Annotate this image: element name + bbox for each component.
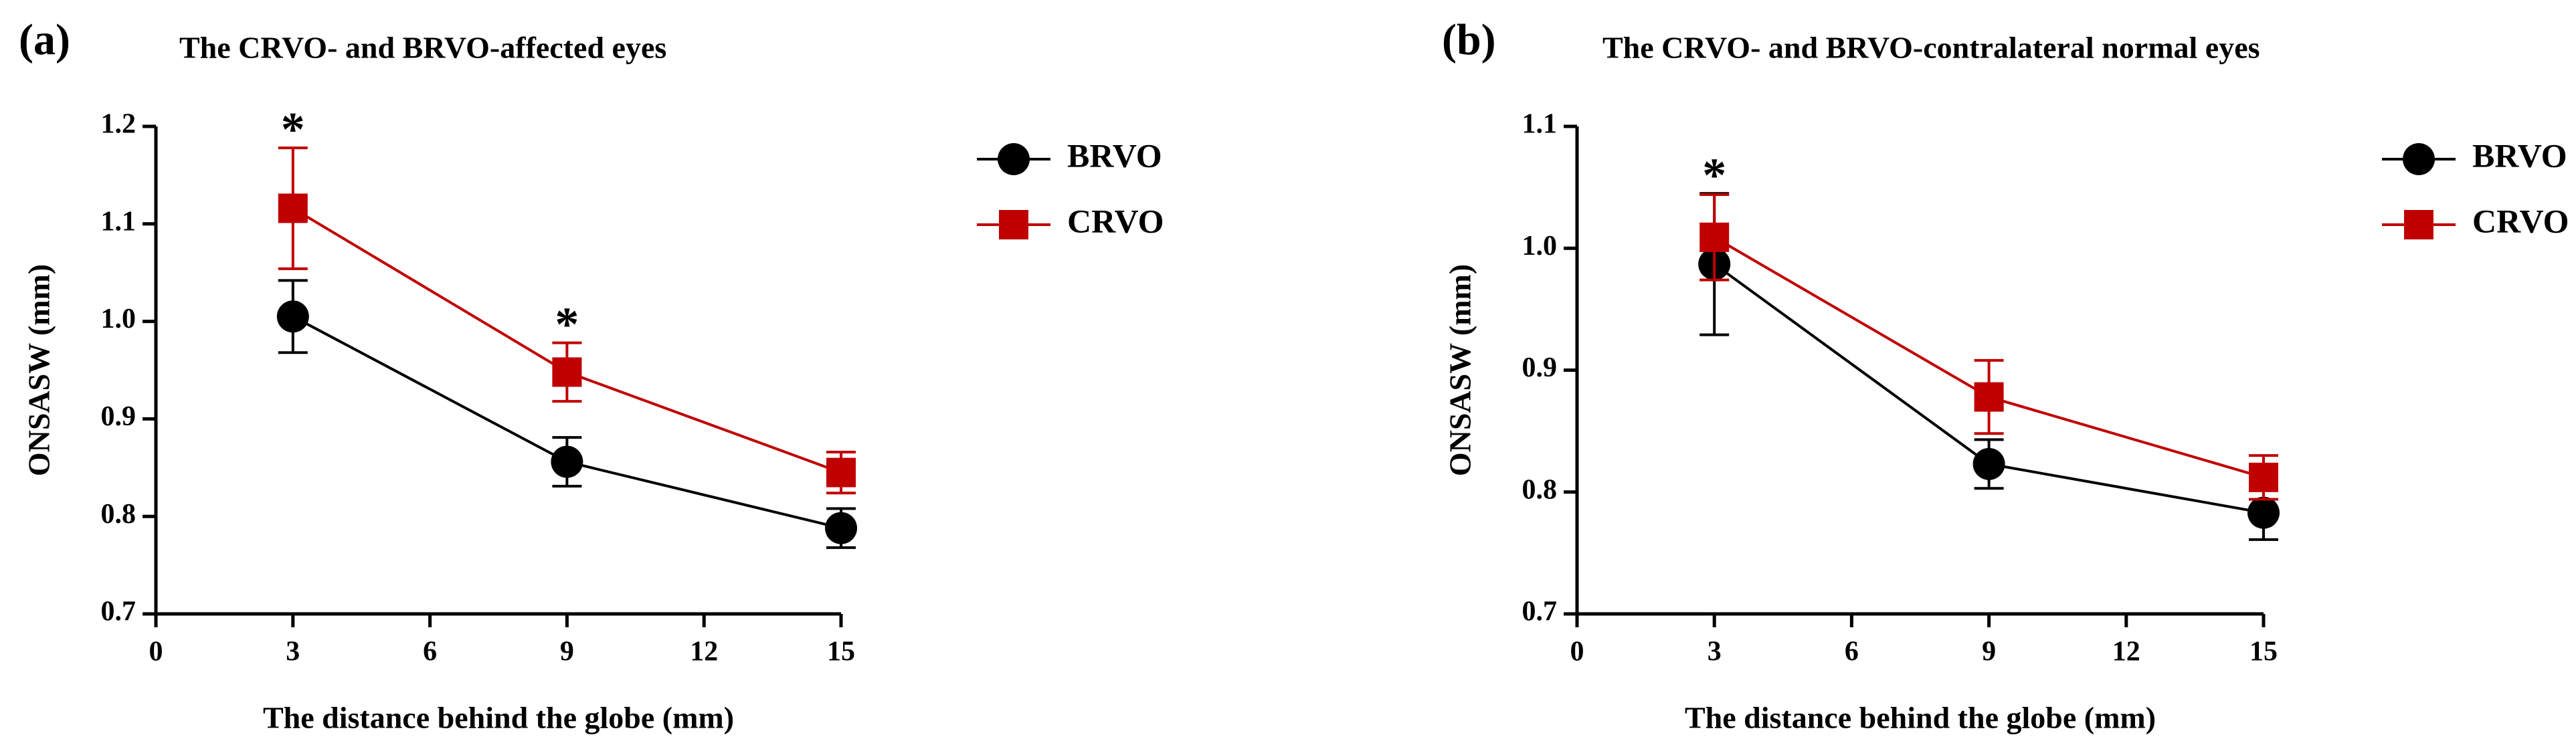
x-tick-label: 9 bbox=[1982, 637, 1996, 667]
panel-label: (a) bbox=[19, 15, 70, 64]
y-tick-label: 0.9 bbox=[1522, 352, 1558, 383]
marker bbox=[825, 512, 857, 544]
legend-label: CRVO bbox=[2472, 202, 2569, 239]
significance-mark: * bbox=[555, 298, 579, 351]
legend-marker bbox=[2404, 210, 2433, 239]
x-axis-label: The distance behind the globe (mm) bbox=[1685, 701, 2156, 735]
x-tick-label: 6 bbox=[423, 637, 437, 667]
marker bbox=[278, 193, 308, 223]
x-tick-label: 3 bbox=[1708, 637, 1722, 667]
significance-mark: * bbox=[1702, 148, 1726, 202]
chart-title: The CRVO- and BRVO-affected eyes bbox=[179, 31, 666, 65]
y-tick-label: 0.8 bbox=[1522, 474, 1558, 505]
marker bbox=[826, 457, 856, 488]
y-axis-label: ONSASW (mm) bbox=[1443, 264, 1477, 476]
y-tick-label: 0.8 bbox=[101, 499, 136, 530]
x-tick-label: 6 bbox=[1845, 637, 1859, 667]
marker bbox=[552, 357, 582, 387]
significance-mark: * bbox=[281, 103, 305, 156]
x-tick-label: 12 bbox=[2112, 637, 2140, 667]
y-axis-label: ONSASW (mm) bbox=[22, 264, 56, 476]
marker bbox=[2247, 496, 2280, 529]
panel-label: (b) bbox=[1442, 15, 1496, 64]
y-tick-label: 1.1 bbox=[1522, 109, 1558, 140]
y-tick-label: 0.7 bbox=[1522, 597, 1558, 627]
x-tick-label: 9 bbox=[560, 637, 574, 667]
chart-title: The CRVO- and BRVO-contralateral normal … bbox=[1602, 31, 2260, 65]
marker bbox=[551, 445, 583, 478]
marker bbox=[276, 300, 309, 333]
x-axis-label: The distance behind the globe (mm) bbox=[263, 701, 734, 735]
x-tick-label: 15 bbox=[827, 637, 855, 667]
marker bbox=[1699, 222, 1730, 252]
y-tick-label: 0.9 bbox=[101, 401, 136, 432]
y-tick-label: 1.1 bbox=[101, 206, 136, 237]
y-tick-label: 1.0 bbox=[101, 304, 136, 334]
marker bbox=[2249, 462, 2278, 492]
x-tick-label: 15 bbox=[2249, 637, 2278, 667]
marker bbox=[1974, 382, 2004, 412]
y-tick-label: 0.7 bbox=[101, 597, 136, 627]
x-tick-label: 3 bbox=[286, 637, 300, 667]
legend-label: BRVO bbox=[1067, 136, 1162, 174]
legend-marker bbox=[999, 210, 1028, 239]
legend-label: CRVO bbox=[1067, 202, 1164, 239]
legend-marker bbox=[2403, 143, 2435, 175]
legend-label: BRVO bbox=[2472, 136, 2567, 174]
y-tick-label: 1.0 bbox=[1522, 231, 1558, 261]
x-tick-label: 0 bbox=[1570, 637, 1584, 667]
x-tick-label: 12 bbox=[690, 637, 718, 667]
legend-marker bbox=[998, 143, 1030, 175]
y-tick-label: 1.2 bbox=[101, 109, 136, 140]
x-tick-label: 0 bbox=[149, 637, 163, 667]
marker bbox=[1972, 447, 2005, 480]
